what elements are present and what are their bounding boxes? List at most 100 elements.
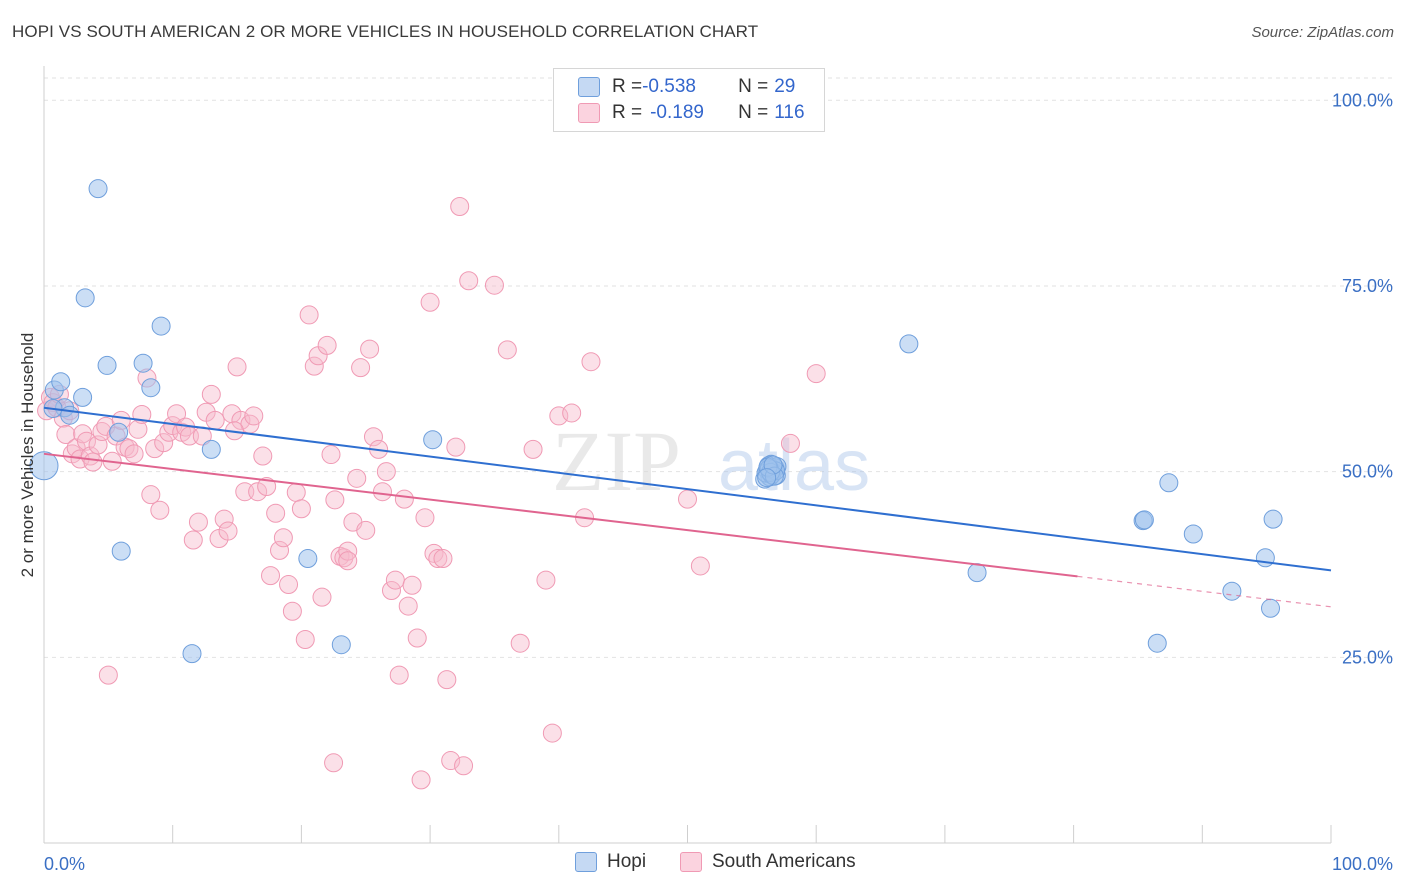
south-americans-point: [497, 340, 517, 360]
south-americans-point: [523, 439, 543, 459]
watermark-atlas: atlas: [718, 426, 870, 506]
south-americans-point: [780, 433, 800, 453]
legend-item-south-americans[interactable]: South Americans: [680, 851, 856, 873]
south-americans-point: [428, 549, 448, 569]
hopi-point: [88, 179, 108, 199]
south-americans-point: [83, 452, 103, 472]
south-americans-point: [56, 425, 76, 445]
south-americans-point: [244, 406, 264, 426]
south-americans-point: [562, 403, 582, 423]
watermark: ZIP atlas: [552, 413, 870, 509]
hopi-point: [298, 549, 318, 569]
south-americans-point: [338, 551, 358, 571]
south-americans-point: [424, 543, 444, 563]
south-americans-point: [304, 356, 324, 376]
y-tick-label: 100.0%: [1332, 90, 1393, 110]
south-americans-point: [227, 357, 247, 377]
south-americans-point: [806, 364, 826, 384]
south-americans-point: [678, 489, 697, 509]
south-americans-point: [437, 670, 457, 690]
south-americans-point: [407, 628, 427, 648]
south-americans-swatch-icon: [680, 852, 702, 872]
hopi-point: [1263, 509, 1283, 529]
south-americans-point: [205, 410, 225, 430]
south-americans-point: [360, 339, 380, 359]
y-tick-label: 25.0%: [1342, 647, 1393, 667]
legend-r-value: -0.189: [650, 102, 704, 123]
south-americans-point: [381, 580, 401, 600]
chart-title: HOPI VS SOUTH AMERICAN 2 OR MORE VEHICLE…: [12, 22, 759, 41]
south-americans-point: [454, 756, 474, 776]
south-americans-trend-line: [43, 452, 1078, 578]
south-americans-point: [441, 751, 461, 771]
south-americans-point: [183, 530, 203, 550]
south-americans-point: [154, 433, 174, 453]
south-americans-point: [394, 489, 414, 509]
south-americans-point: [266, 503, 286, 523]
south-americans-point: [420, 292, 440, 312]
legend-n-label: N =: [738, 76, 769, 97]
hopi-point: [151, 316, 171, 336]
tick-labels: 25.0% 50.0% 75.0% 100.0% 0.0% 100.0%: [44, 90, 1393, 874]
legend-hopi-label: Hopi: [607, 851, 647, 872]
y-axis-label: 2 or more Vehicles in Household: [18, 333, 37, 578]
south-americans-point: [542, 723, 562, 743]
south-americans-point: [510, 633, 530, 653]
watermark-zip: ZIP: [552, 413, 681, 509]
south-americans-point: [270, 540, 290, 560]
hopi-point: [967, 563, 987, 583]
south-americans-point: [325, 490, 345, 510]
hopi-point: [757, 468, 777, 488]
south-americans-point: [286, 482, 306, 502]
south-americans-point: [76, 431, 96, 451]
south-americans-point: [98, 665, 118, 685]
hopi-point: [1255, 548, 1275, 568]
x-tick-label: 0.0%: [44, 854, 85, 874]
south-americans-point: [312, 587, 332, 607]
south-americans-point: [372, 482, 392, 502]
south-americans-point: [282, 601, 302, 621]
south-americans-point: [450, 196, 470, 216]
south-americans-point: [218, 521, 238, 541]
south-americans-point: [549, 406, 569, 426]
hopi-trend-line: [43, 406, 1332, 572]
legend-item-hopi[interactable]: Hopi: [575, 851, 646, 873]
south-americans-point: [356, 520, 376, 540]
legend-row-hopi: R = -0.538 N = 29: [578, 75, 795, 99]
y-tick-label: 75.0%: [1342, 276, 1393, 296]
south-americans-point: [188, 512, 208, 532]
south-americans-point: [411, 770, 431, 790]
south-americans-point: [273, 528, 293, 548]
hopi-swatch-icon: [575, 852, 597, 872]
south-americans-point: [581, 352, 601, 372]
legend-r-value: -0.538: [642, 76, 696, 97]
south-americans-point: [363, 427, 383, 447]
stats-legend: R = -0.538 N = 29 R = -0.189 N = 116: [553, 68, 825, 132]
hopi-point: [1222, 581, 1242, 601]
south-americans-point: [235, 482, 255, 502]
hopi-point: [423, 430, 443, 450]
x-tick-label: 100.0%: [1332, 854, 1393, 874]
south-americans-point: [261, 566, 281, 586]
hopi-point: [1147, 633, 1167, 653]
hopi-swatch-icon: [578, 77, 600, 97]
hopi-point: [1261, 598, 1281, 618]
south-americans-point: [351, 358, 371, 378]
hopi-point: [1159, 473, 1179, 493]
south-americans-point: [145, 439, 165, 459]
south-americans-point: [385, 570, 405, 590]
hopi-point: [111, 541, 131, 561]
south-americans-point: [402, 575, 422, 595]
legend-n-value: 29: [774, 76, 796, 97]
south-americans-point: [690, 556, 710, 576]
south-americans-point: [389, 665, 409, 685]
hopi-point: [97, 355, 117, 375]
south-americans-point: [141, 485, 161, 505]
south-americans-point: [484, 275, 504, 295]
south-americans-point: [201, 384, 221, 404]
south-americans-point: [415, 508, 435, 528]
south-americans-point: [317, 335, 337, 355]
south-americans-point: [248, 482, 268, 502]
south-americans-point: [459, 271, 479, 291]
